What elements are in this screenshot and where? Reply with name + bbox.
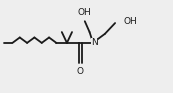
Text: OH: OH [78,8,92,17]
Text: N: N [91,38,98,47]
Text: O: O [77,67,84,76]
Text: OH: OH [124,17,138,26]
